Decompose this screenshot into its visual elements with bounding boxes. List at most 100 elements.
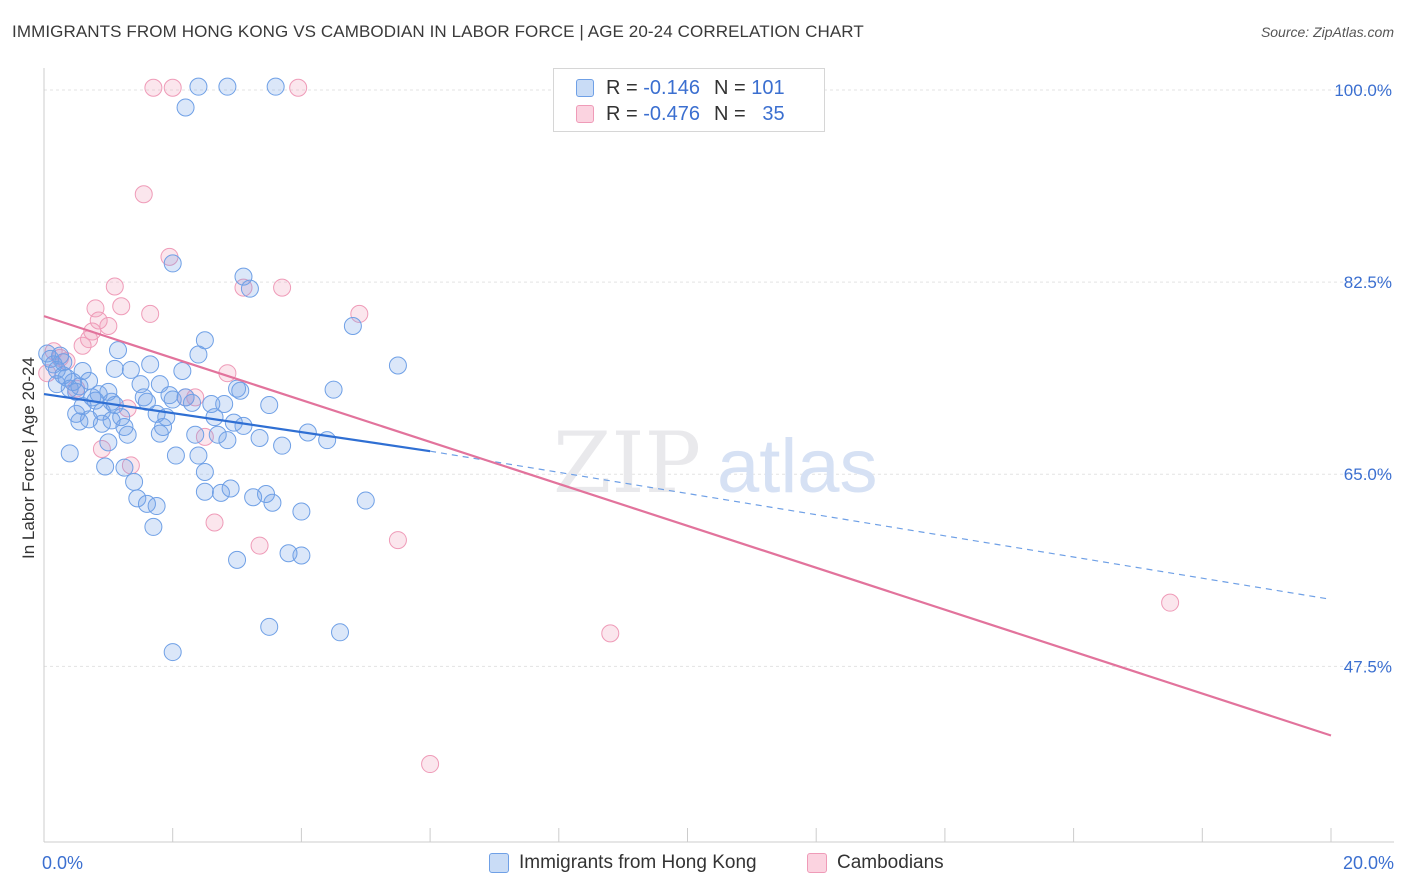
legend-r-value: -0.146 [643,76,700,99]
point-hong-kong-11 [70,377,89,396]
legend-label-hong-kong: Immigrants from Hong Kong [519,852,757,873]
point-cambodians-26 [234,278,253,297]
chart-title: IMMIGRANTS FROM HONG KONG VS CAMBODIAN I… [12,22,864,41]
legend-n-label: N = [713,102,746,125]
point-hong-kong-30 [115,458,134,477]
x-tick-label-1: 20.0% [1343,853,1394,873]
point-hong-kong-86 [388,356,407,375]
axes [43,68,1394,843]
point-hong-kong-38 [121,360,140,379]
point-cambodians-11 [99,317,118,335]
point-hong-kong-50 [173,362,192,381]
point-hong-kong-65 [221,479,240,498]
point-cambodians-27 [250,536,269,555]
point-cambodians-5 [73,336,92,355]
point-hong-kong-27 [99,433,118,452]
point-hong-kong-76 [260,617,279,636]
legend-swatch-cambodians [576,105,594,123]
trendline-cambodians [43,315,1332,737]
point-hong-kong-36 [109,341,128,360]
point-hong-kong-34 [147,497,166,516]
point-hong-kong-72 [260,396,279,415]
point-hong-kong-53 [186,425,205,444]
legend-item-hong-kong[interactable]: Immigrants from Hong Kong [489,852,757,874]
legend-r-label: R = [606,102,638,125]
point-cambodians-17 [141,304,160,323]
point-hong-kong-93 [266,77,285,96]
point-hong-kong-49 [166,446,185,465]
correlation-legend: R = -0.146 N = 101 R = -0.476 N = 35 [553,68,825,132]
point-cambodians-13 [112,297,131,316]
point-cambodians-22 [186,388,205,407]
y-tick-label-1: 65.0% [1344,465,1392,484]
point-hong-kong-85 [356,491,375,510]
watermark: ZIP atlas [553,414,878,512]
point-hong-kong-91 [189,77,208,96]
point-cambodians-28 [273,278,292,297]
point-hong-kong-79 [292,502,311,521]
point-hong-kong-31 [125,472,144,491]
point-hong-kong-84 [343,317,362,335]
legend-swatch-hong-kong [489,853,509,873]
legend-row-hong-kong: R = -0.146 N = 101 [576,77,785,99]
series-legend: Immigrants from Hong Kong Cambodians [0,852,1406,878]
point-hong-kong-71 [250,428,269,447]
legend-label-cambodians: Cambodians [837,852,944,873]
point-hong-kong-29 [96,457,115,476]
point-hong-kong-24 [112,408,131,427]
y-axis-label: In Labor Force | Age 20-24 [19,357,38,559]
point-cambodians-20 [163,78,182,97]
legend-swatch-hong-kong [576,79,594,97]
point-hong-kong-83 [331,623,350,642]
point-hong-kong-55 [195,463,214,482]
point-hong-kong-75 [228,550,247,569]
point-cambodians-12 [105,277,124,296]
legend-swatch-cambodians [807,853,827,873]
point-hong-kong-92 [218,77,237,96]
point-hong-kong-98 [89,385,108,404]
point-cambodians-34 [1161,593,1180,612]
point-hong-kong-26 [118,425,137,444]
point-hong-kong-20 [92,414,111,433]
point-hong-kong-74 [263,493,282,512]
point-hong-kong-82 [324,380,343,399]
point-hong-kong-5 [54,366,73,385]
y-tick-label-2: 82.5% [1344,273,1392,292]
point-hong-kong-88 [240,279,259,298]
legend-row-cambodians: R = -0.476 N = 35 [576,103,785,125]
tick-labels: 47.5% 65.0% 82.5% 100.0% 0.0% 20.0% [42,81,1394,873]
point-cambodians-32 [421,755,440,774]
point-hong-kong-78 [292,546,311,565]
point-hong-kong-63 [189,345,208,364]
source-label: Source: ZipAtlas.com [1260,24,1394,40]
point-hong-kong-64 [218,431,237,450]
legend-r-value: -0.476 [643,102,700,125]
point-hong-kong-89 [163,254,182,273]
point-hong-kong-32 [128,489,147,508]
grid-lines [44,89,1394,667]
series-hong-kong [38,77,407,662]
trendline-hong-kong [43,392,431,453]
point-hong-kong-69 [234,416,253,435]
point-hong-kong-61 [215,394,234,413]
point-hong-kong-94 [163,643,182,662]
y-tick-label-0: 47.5% [1344,657,1392,676]
point-hong-kong-39 [141,355,160,374]
point-hong-kong-60 [211,483,230,502]
point-cambodians-29 [289,78,308,97]
point-cambodians-16 [134,185,153,204]
point-hong-kong-45 [154,418,173,437]
point-hong-kong-56 [195,482,214,501]
legend-item-cambodians[interactable]: Cambodians [807,852,944,874]
point-hong-kong-97 [73,362,92,381]
point-hong-kong-59 [208,425,227,444]
legend-n-value: 35 [762,102,785,125]
trendline-hong-kong-extension [430,450,1332,600]
legend-r-label: R = [606,76,638,99]
legend-n-label: N = [713,76,746,99]
point-cambodians-33 [601,624,620,643]
watermark-zip: ZIP [553,414,701,512]
point-hong-kong-99 [102,411,121,430]
point-cambodians-10 [92,439,111,458]
